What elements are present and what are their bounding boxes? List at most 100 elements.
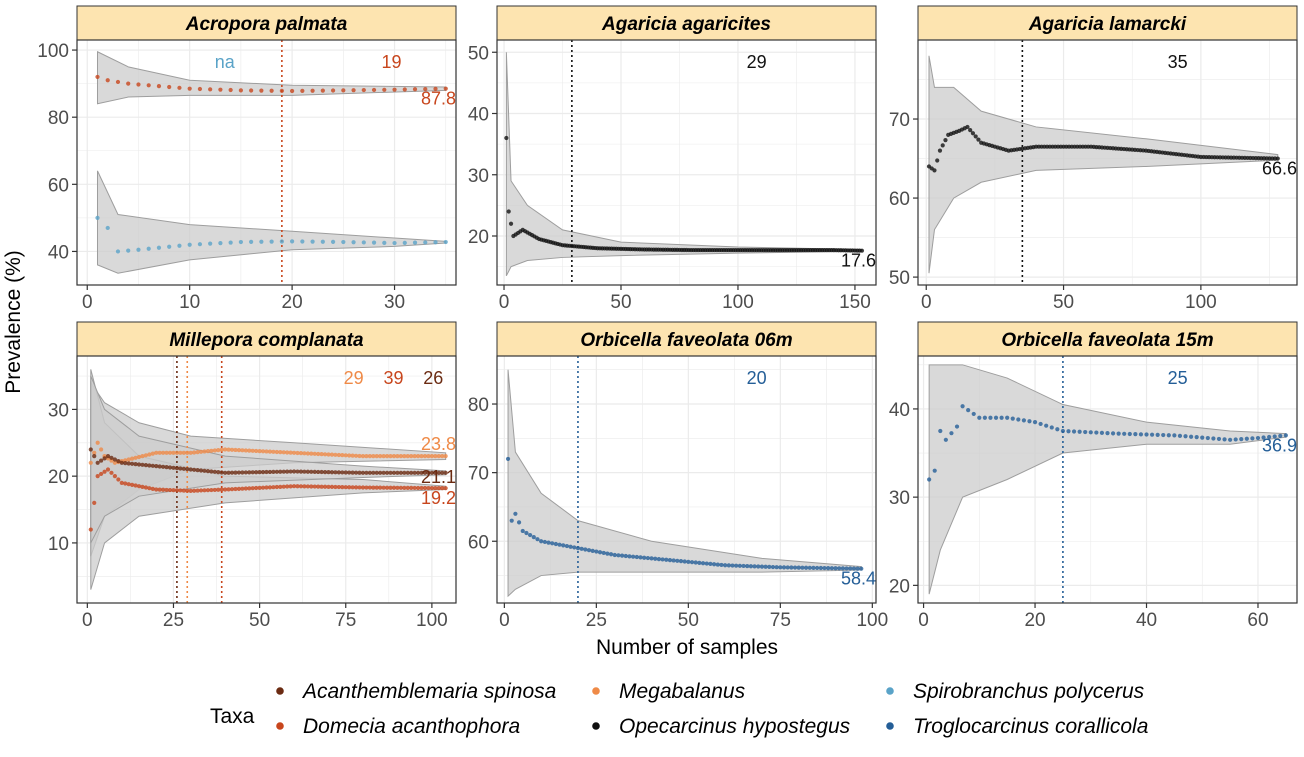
data-point: [150, 486, 155, 491]
data-point: [274, 449, 279, 455]
data-point: [340, 470, 345, 475]
axes: 0 25 50 75 100 10 20 30: [48, 400, 448, 631]
data-point: [398, 470, 403, 475]
x-tick-label: 20: [1024, 610, 1045, 631]
data-point: [1077, 429, 1082, 434]
data-point: [752, 564, 757, 569]
data-point: [353, 470, 359, 475]
data-point: [506, 209, 511, 214]
data-point: [433, 454, 438, 459]
data-point: [238, 88, 243, 93]
data-point: [202, 468, 207, 473]
y-tick-label: 30: [468, 166, 489, 187]
data-point: [938, 428, 943, 434]
data-point: [316, 469, 321, 475]
panel-strip: [496, 5, 877, 41]
data-point: [419, 470, 424, 475]
data-point: [123, 461, 128, 466]
data-point: [188, 467, 193, 472]
data-point: [664, 557, 669, 562]
data-point: [236, 470, 242, 475]
data-point: [667, 558, 673, 563]
threshold-label: 20: [747, 368, 767, 388]
data-point: [645, 555, 650, 561]
data-point: [594, 549, 599, 554]
data-point: [157, 450, 162, 455]
y-tick-label: 20: [468, 227, 489, 248]
data-point: [343, 485, 348, 490]
data-point: [859, 566, 864, 571]
data-point: [326, 470, 331, 475]
data-point: [520, 528, 525, 534]
panel-border: [496, 355, 877, 604]
data-point: [436, 486, 441, 491]
data-point: [174, 488, 180, 493]
data-point: [1177, 433, 1183, 438]
legend-label: Troglocarcinus corallicola: [913, 715, 1148, 738]
data-point: [147, 452, 152, 457]
data-point: [216, 470, 221, 475]
legend-key: [276, 722, 284, 730]
data-point: [971, 411, 976, 417]
data-point: [136, 82, 141, 87]
data-point: [357, 453, 362, 459]
data-point: [1049, 425, 1054, 430]
threshold-label: 29: [344, 368, 364, 388]
data-point: [310, 88, 315, 93]
data-point: [228, 87, 233, 93]
data-point: [579, 546, 584, 551]
panel-strip: [917, 5, 1298, 41]
y-tick-label: 70: [468, 464, 489, 485]
data-point: [1055, 427, 1060, 432]
data-point: [546, 540, 551, 545]
data-point: [309, 469, 314, 474]
data-point: [612, 552, 617, 558]
data-point: [1255, 435, 1261, 441]
data-point: [212, 469, 217, 474]
data-point: [419, 454, 424, 459]
data-point: [436, 454, 441, 459]
threshold-label: 25: [1168, 368, 1188, 388]
data-point: [412, 87, 418, 92]
data-point: [726, 563, 731, 568]
data-point: [219, 447, 224, 452]
data-point: [433, 485, 438, 491]
data-point: [347, 470, 352, 475]
data-point: [161, 450, 166, 455]
data-point: [109, 470, 114, 475]
panel-title: Acropora palmata: [185, 14, 348, 35]
x-tick-label: 0: [82, 610, 93, 631]
points-megabalanus: [88, 440, 448, 465]
data-point: [1205, 435, 1210, 441]
data-point: [398, 454, 403, 459]
data-point: [205, 449, 211, 454]
data-point: [422, 454, 428, 459]
x-tick-label: 20: [282, 292, 303, 313]
data-point: [302, 451, 307, 456]
data-point: [429, 454, 434, 459]
data-point: [350, 470, 355, 475]
data-point: [1233, 437, 1238, 442]
data-point: [130, 456, 135, 461]
data-point: [205, 488, 211, 493]
data-point: [634, 554, 639, 560]
data-point: [99, 471, 104, 477]
data-point: [433, 240, 438, 245]
threshold-label: 35: [1168, 52, 1188, 72]
threshold-label: 19: [382, 52, 402, 72]
data-point: [1183, 434, 1188, 439]
data-point: [943, 138, 948, 143]
data-point: [803, 565, 809, 570]
data-point: [322, 484, 328, 489]
data-point: [257, 449, 262, 454]
data-point: [763, 564, 768, 569]
x-tick-label: 100: [1185, 292, 1217, 313]
data-point: [257, 485, 262, 490]
data-point: [513, 511, 518, 516]
data-point: [240, 470, 245, 475]
data-point: [1189, 434, 1194, 439]
x-tick-label: 50: [610, 292, 631, 313]
points-domecia-acanthophora: [88, 467, 448, 532]
data-point: [1016, 417, 1021, 422]
data-point: [737, 563, 742, 568]
